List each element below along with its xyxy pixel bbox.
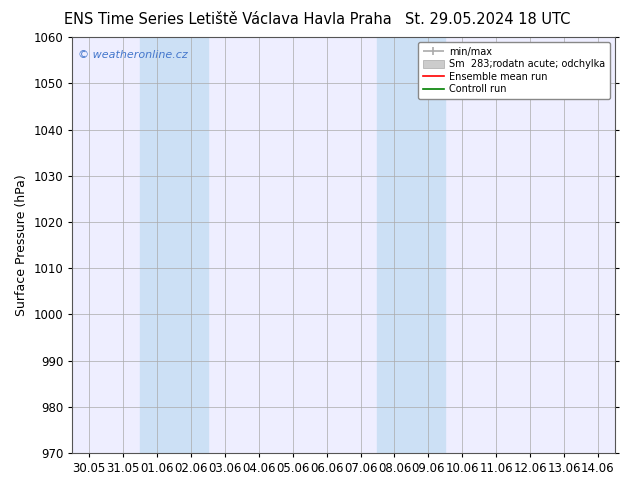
Bar (140, 37, 208, 453)
Bar (377, 37, 445, 453)
Legend: min/max, Sm  283;rodatn acute; odchylka, Ensemble mean run, Controll run: min/max, Sm 283;rodatn acute; odchylka, … (418, 42, 610, 99)
Text: St. 29.05.2024 18 UTC: St. 29.05.2024 18 UTC (406, 12, 571, 27)
Y-axis label: Surface Pressure (hPa): Surface Pressure (hPa) (15, 174, 28, 316)
Text: © weatheronline.cz: © weatheronline.cz (78, 49, 188, 60)
Text: ENS Time Series Letiště Václava Havla Praha: ENS Time Series Letiště Václava Havla Pr… (65, 12, 392, 27)
